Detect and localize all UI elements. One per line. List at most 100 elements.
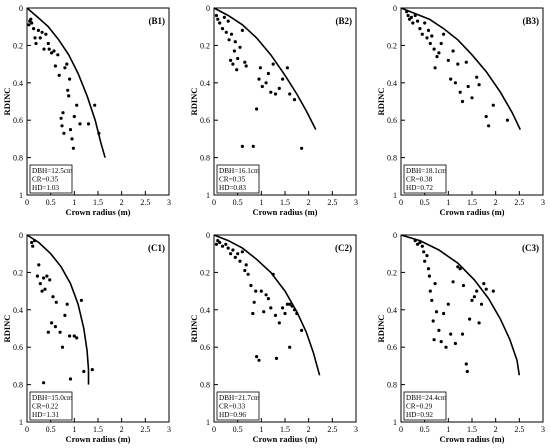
x-tick-label: 2.5: [140, 425, 150, 434]
data-point: [458, 267, 462, 271]
data-point: [249, 283, 253, 288]
info-line: DBH=16.1cm: [219, 167, 260, 175]
data-point: [240, 28, 244, 32]
x-tick-label: 1.5: [93, 425, 103, 434]
info-line: DBH=12.5cm: [32, 167, 73, 175]
data-point: [439, 340, 443, 344]
data-point: [491, 103, 495, 107]
x-tick-label: 2: [120, 425, 124, 434]
data-point: [271, 272, 275, 276]
data-point: [220, 27, 225, 31]
data-point: [82, 369, 86, 374]
data-point: [405, 10, 409, 14]
info-line: HD=0.96: [219, 411, 246, 419]
info-line: HD=0.92: [406, 411, 433, 419]
data-point: [461, 283, 466, 288]
data-point: [60, 345, 65, 349]
y-tick-label: 0.8: [200, 381, 210, 390]
x-tick-label: 0.5: [46, 425, 56, 434]
x-tick-label: 2: [494, 425, 498, 434]
data-point: [283, 311, 287, 316]
data-point: [295, 311, 299, 316]
x-tick-label: 2: [120, 198, 124, 207]
data-point: [428, 289, 432, 293]
y-tick-label: 0.2: [13, 268, 23, 277]
x-tick-label: 3: [167, 425, 171, 434]
y-tick-label: 0.4: [387, 306, 397, 315]
data-point: [45, 274, 49, 278]
y-tick-label: 1: [393, 418, 397, 427]
data-point: [226, 19, 230, 23]
x-tick-label: 0: [25, 198, 29, 207]
data-point: [288, 92, 292, 96]
data-point: [218, 240, 222, 245]
data-point: [479, 302, 484, 306]
y-axis-label: RDINC: [189, 88, 199, 116]
data-point: [243, 60, 247, 64]
data-point: [231, 62, 235, 66]
x-tick-label: 0: [212, 198, 216, 207]
data-point: [46, 41, 50, 46]
data-point: [246, 272, 250, 276]
data-point: [432, 47, 436, 51]
data-point: [214, 13, 218, 18]
x-tick-label: 0: [25, 425, 29, 434]
data-point: [37, 263, 41, 267]
y-tick-label: 0.4: [387, 79, 397, 88]
data-point: [255, 355, 259, 359]
data-point: [465, 369, 469, 374]
data-point: [72, 334, 76, 338]
info-line: CR=0.22: [32, 403, 59, 411]
y-tick-label: 0.4: [200, 79, 210, 88]
x-axis-label: Crown radius (m): [65, 434, 130, 444]
data-point: [423, 259, 427, 263]
y-tick-label: 0.6: [200, 116, 210, 125]
data-point: [229, 32, 234, 36]
data-point: [484, 287, 488, 291]
data-point: [38, 282, 42, 286]
data-point: [220, 244, 225, 248]
data-point: [477, 321, 481, 325]
x-tick-label: 3: [541, 198, 545, 207]
data-point: [240, 144, 244, 148]
data-point: [236, 56, 240, 61]
data-point: [413, 239, 417, 243]
data-point: [227, 38, 231, 42]
data-point: [93, 103, 97, 107]
data-point: [273, 313, 278, 317]
y-tick-label: 0.6: [387, 116, 397, 125]
panel-label: (B2): [336, 16, 353, 26]
info-line: DBH=24.4cm: [406, 394, 447, 402]
data-point: [232, 49, 236, 53]
data-point: [42, 276, 46, 280]
x-tick-label: 0: [399, 198, 403, 207]
data-point: [300, 328, 304, 332]
x-tick-label: 2: [307, 425, 311, 434]
y-tick-label: 0.2: [387, 268, 397, 277]
data-point: [274, 356, 279, 360]
data-point: [281, 306, 285, 310]
y-tick-label: 0: [393, 4, 397, 13]
data-point: [40, 289, 44, 293]
data-point: [433, 282, 437, 286]
panel-label: (B1): [149, 16, 166, 26]
fitted-curve: [213, 7, 317, 130]
data-point: [430, 298, 434, 302]
data-point: [238, 45, 242, 49]
data-point: [472, 295, 476, 299]
data-point: [97, 131, 101, 135]
info-line: HD=1.31: [32, 411, 59, 419]
y-tick-label: 0.4: [200, 306, 210, 315]
x-tick-label: 1.5: [467, 425, 477, 434]
x-tick-label: 1: [72, 198, 76, 207]
data-point: [53, 64, 58, 68]
x-tick-label: 0.5: [420, 198, 430, 207]
data-point: [231, 248, 235, 252]
data-point: [52, 49, 56, 53]
data-point: [300, 146, 304, 150]
data-point: [464, 362, 468, 366]
x-tick-label: 1: [259, 198, 263, 207]
data-point: [288, 302, 292, 306]
